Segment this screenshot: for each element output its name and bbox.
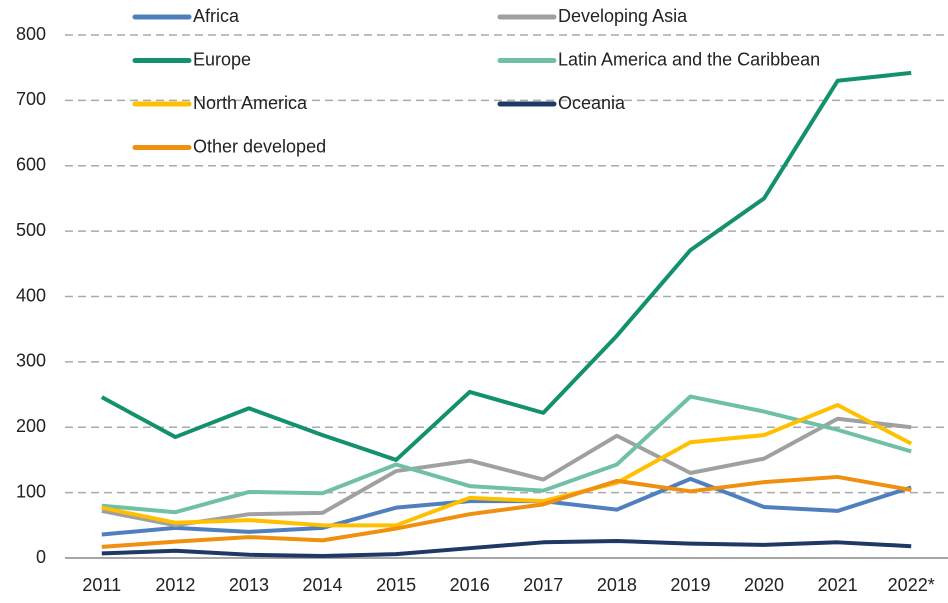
x-tick-label: 2015 [376,575,416,595]
legend-label: Europe [193,49,251,69]
series-line [100,70,912,462]
x-tick-label: 2012 [155,575,195,595]
y-tick-label: 800 [16,24,46,44]
x-tick-label: 2019 [670,575,710,595]
x-tick-label: 2022* [888,575,935,595]
series-line [101,539,912,559]
y-tick-label: 0 [36,547,46,567]
series-line [101,394,912,515]
x-tick-label: 2020 [744,575,784,595]
x-tick-label: 2013 [229,575,269,595]
legend-label: Oceania [558,93,626,113]
legend-label: Developing Asia [558,6,688,26]
legend-label: Other developed [193,136,326,156]
y-tick-label: 600 [16,155,46,175]
x-tick-label: 2016 [450,575,490,595]
series-line [101,474,912,549]
x-tick-label: 2017 [523,575,563,595]
series-line [101,416,912,528]
legend-label: North America [193,93,308,113]
x-tick-label: 2014 [303,575,343,595]
y-tick-label: 400 [16,285,46,305]
y-tick-label: 200 [16,416,46,436]
y-tick-label: 700 [16,89,46,109]
legend-label: Africa [193,6,240,26]
x-tick-label: 2011 [82,575,121,595]
y-tick-label: 500 [16,220,46,240]
x-tick-label: 2018 [597,575,637,595]
y-tick-label: 100 [16,481,46,501]
legend-label: Latin America and the Caribbean [558,49,820,69]
series-line [101,403,913,528]
y-tick-label: 300 [16,351,46,371]
x-tick-label: 2021 [818,575,858,595]
